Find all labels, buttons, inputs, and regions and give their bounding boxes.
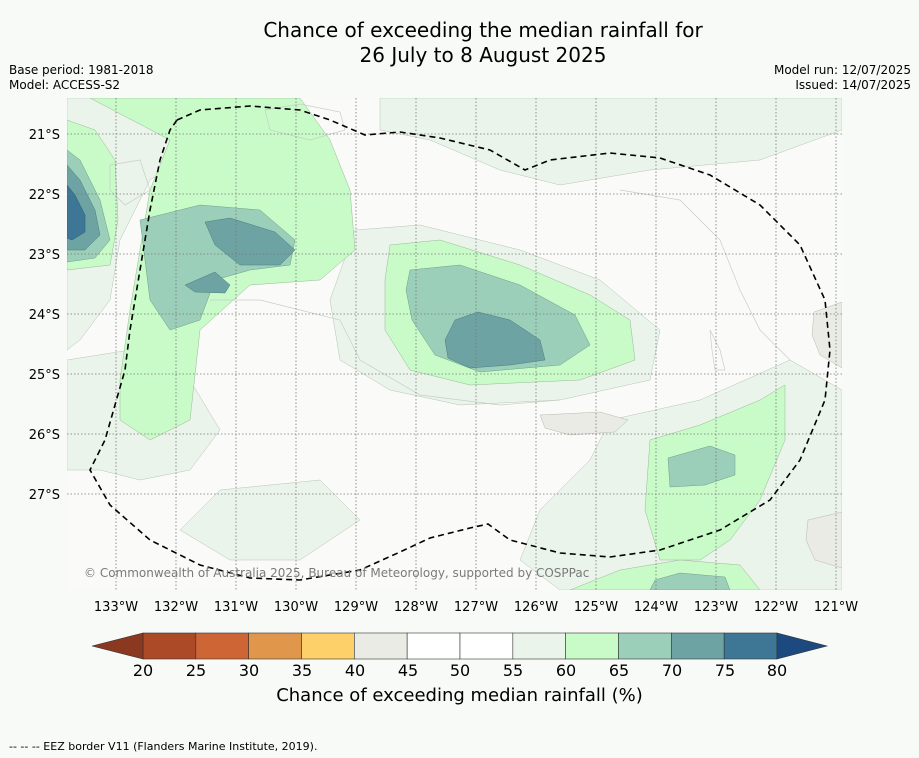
contour-55-south [179, 479, 361, 561]
colorbar-under-arrow [91, 632, 144, 660]
lon-label: 128°W [394, 600, 438, 615]
contour-line-5 [264, 103, 346, 141]
lon-label: 132°W [154, 600, 198, 615]
lat-label: 22°S [29, 188, 60, 203]
title-line-2: 26 July to 8 August 2025 [359, 43, 607, 67]
lon-label: 133°W [94, 600, 138, 615]
colorbar-segment [565, 632, 619, 660]
lon-label: 123°W [694, 600, 738, 615]
lon-label: 130°W [274, 600, 318, 615]
map-area: © Commonwealth of Australia 2025, Bureau… [67, 98, 842, 590]
colorbar-tick: 20 [132, 661, 154, 680]
colorbar-segment [723, 632, 778, 660]
colorbar-tick: 75 [714, 661, 736, 680]
colorbar-ticks: 20 25 30 35 40 45 50 55 60 65 70 75 80 [0, 661, 919, 681]
colorbar-label: Chance of exceeding median rainfall (%) [276, 685, 643, 706]
colorbar-segment [301, 632, 355, 660]
colorbar-tick: 25 [185, 661, 207, 680]
lat-label: 26°S [29, 428, 60, 443]
lon-label: 131°W [214, 600, 258, 615]
colorbar-segment [406, 632, 461, 660]
issued-date: Issued: 14/07/2025 [795, 78, 911, 92]
colorbar-over-arrow [776, 632, 829, 660]
colorbar-tick: 40 [344, 661, 366, 680]
lon-label: 122°W [754, 600, 798, 615]
contour-70-center [444, 311, 546, 369]
colorbar-segment [354, 632, 408, 660]
colorbar-tick: 45 [397, 661, 419, 680]
contour-75-west [67, 184, 86, 241]
lat-label: 21°S [29, 128, 60, 143]
lon-label: 125°W [574, 600, 618, 615]
colorbar-segment [618, 632, 672, 660]
map-figure: © Commonwealth of Australia 2025, Bureau… [29, 98, 858, 660]
graticule-lon [115, 98, 837, 590]
colorbar-tick: 35 [291, 661, 313, 680]
colorbar-tick: 60 [555, 661, 577, 680]
model-name: Model: ACCESS-S2 [9, 78, 121, 92]
colorbar [91, 632, 829, 660]
colorbar-segment [142, 632, 197, 660]
colorbar-segment [248, 632, 302, 660]
lat-label: 23°S [29, 248, 60, 263]
lat-label: 24°S [29, 308, 60, 323]
map-title: Chance of exceeding the median rainfall … [0, 18, 919, 68]
contour-line-2 [619, 189, 791, 361]
colorbar-tick: 65 [608, 661, 630, 680]
lat-label: 25°S [29, 368, 60, 383]
lon-label: 121°W [814, 600, 858, 615]
copyright-text: © Commonwealth of Australia 2025, Bureau… [84, 566, 589, 580]
colorbar-tick: 30 [238, 661, 260, 680]
lat-label: 27°S [29, 488, 60, 503]
meta-right: Model run: 12/07/2025 Issued: 14/07/2025 [774, 63, 911, 93]
base-period: Base period: 1981-2018 [9, 63, 154, 77]
title-line-1: Chance of exceeding the median rainfall … [263, 18, 703, 42]
contour-40-east-mid [811, 301, 842, 369]
lon-label: 127°W [454, 600, 498, 615]
contour-line-4 [709, 329, 726, 371]
contour-65-south [649, 572, 731, 590]
lat-labels: 21°S 22°S 23°S 24°S 25°S 26°S 27°S [29, 128, 60, 503]
contour-55-north [379, 98, 842, 186]
contour-line-1 [210, 299, 561, 406]
eez-legend-text: -- -- -- EEZ border V11 (Flanders Marine… [9, 740, 318, 753]
contour-70-northwest [204, 217, 296, 266]
colorbar-tick: 55 [502, 661, 524, 680]
eez-border [89, 105, 831, 581]
lon-labels: 133°W 132°W 131°W 130°W 129°W 128°W 127°… [94, 600, 858, 615]
lon-label: 129°W [334, 600, 378, 615]
colorbar-segment [195, 632, 249, 660]
colorbar-tick: 80 [766, 661, 788, 680]
colorbar-tick: 70 [661, 661, 683, 680]
contour-40-center [539, 411, 629, 436]
lon-label: 124°W [634, 600, 678, 615]
contour-line-3 [109, 159, 151, 206]
colorbar-segment [512, 632, 566, 660]
contour-40-east-low [805, 511, 842, 569]
contour-65-southeast [667, 445, 736, 488]
colorbar-segment [459, 632, 514, 660]
colorbar-segment [671, 632, 725, 660]
lon-label: 126°W [514, 600, 558, 615]
contour-70-northwest-small [184, 271, 231, 294]
colorbar-tick: 50 [449, 661, 471, 680]
meta-left: Base period: 1981-2018 Model: ACCESS-S2 [9, 63, 154, 93]
model-run: Model run: 12/07/2025 [773, 63, 911, 77]
